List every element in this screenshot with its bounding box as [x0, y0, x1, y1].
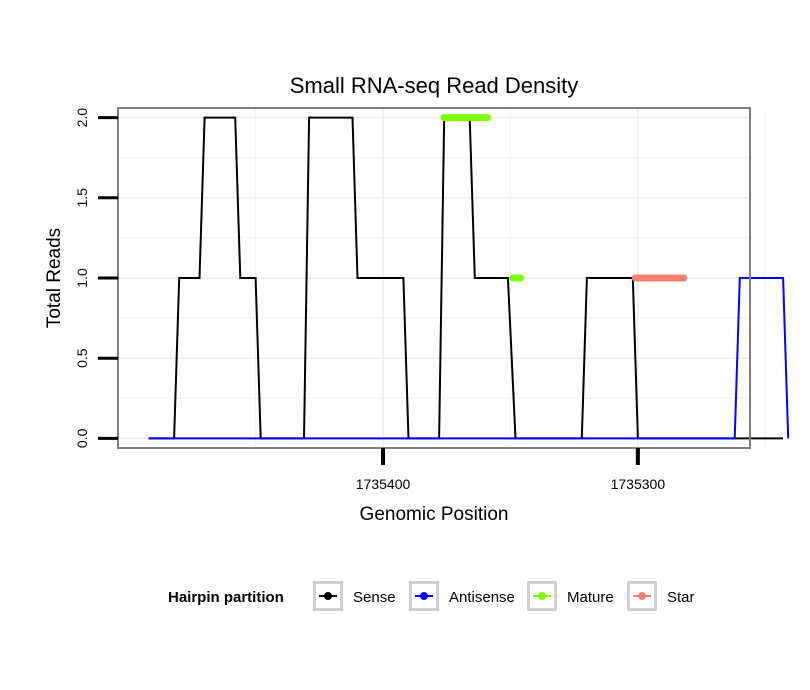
legend-key-mature	[527, 581, 557, 611]
legend-key-antisense	[409, 581, 439, 611]
y-tick-label: 0.5	[74, 348, 90, 368]
legend-label-star: Star	[667, 589, 695, 606]
y-tick-label: 1.5	[74, 188, 90, 208]
legend-label-sense: Sense	[353, 589, 396, 606]
legend-key-dot	[420, 592, 428, 600]
x-axis-label: Genomic Position	[360, 504, 509, 525]
legend-label-antisense: Antisense	[449, 589, 515, 606]
legend-key-sense	[313, 581, 343, 611]
y-tick-label: 0.0	[74, 428, 90, 448]
legend-title: Hairpin partition	[168, 589, 284, 606]
y-axis-label: Total Reads	[44, 228, 65, 328]
legend-key-dot	[538, 592, 546, 600]
legend: Hairpin partition Sense Antisense Mature St…	[0, 578, 810, 618]
series-line-antisense	[148, 277, 790, 440]
x-tick-label: 1735400	[356, 476, 411, 492]
x-tick-label: 1735300	[611, 476, 666, 492]
chart-title: Small RNA-seq Read Density	[290, 73, 579, 98]
legend-key-star	[627, 581, 657, 611]
legend-key-dot	[324, 592, 332, 600]
legend-key-dot	[638, 592, 646, 600]
legend-label-mature: Mature	[567, 589, 614, 606]
y-tick-label: 2.0	[74, 108, 90, 128]
y-tick-label: 1.0	[74, 268, 90, 288]
